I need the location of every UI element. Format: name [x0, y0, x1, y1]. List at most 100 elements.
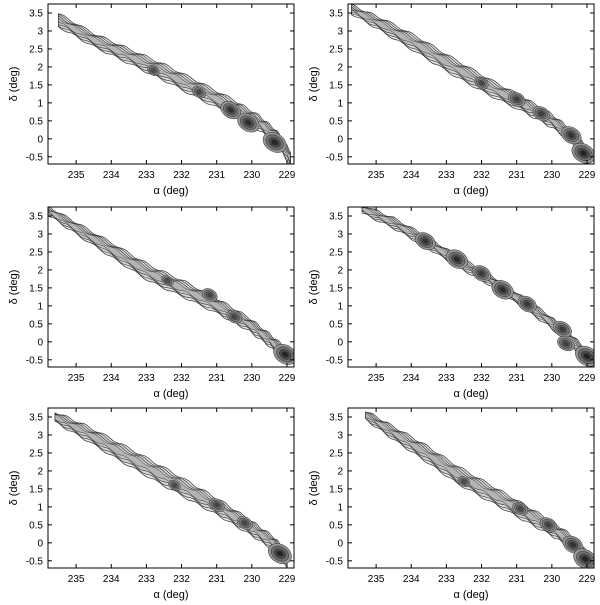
x-tick-label: 235 [368, 574, 385, 585]
x-tick-label: 235 [368, 170, 385, 181]
y-tick-label: -0.5 [326, 152, 344, 163]
density-clump [557, 336, 575, 352]
panel-1: 235 234 233 232 231 230 229 -0.5 0 0.5 1 1.5 2 2.5 3 3.… [8, 3, 296, 197]
y-tick-label: 2.5 [329, 44, 343, 55]
y-axis-label: δ (deg) [8, 67, 20, 102]
x-axis-label: α (deg) [453, 185, 488, 197]
density-clump [237, 113, 260, 133]
y-tick-label: 2 [337, 265, 343, 276]
y-tick-label: 0.5 [29, 520, 43, 531]
density-clump [575, 345, 594, 367]
density-clump [161, 275, 174, 287]
y-tick-label: 1.5 [29, 484, 43, 495]
x-tick-label: 229 [279, 574, 296, 585]
density-clump [539, 517, 557, 533]
y-tick-label: 3.5 [329, 412, 343, 423]
x-tick-label: 232 [473, 574, 490, 585]
y-tick-label: 2 [337, 62, 343, 73]
y-tick-label: 3.5 [329, 211, 343, 222]
x-tick-label: 234 [403, 170, 420, 181]
y-tick-label: 0.5 [329, 520, 343, 531]
y-tick-label: 1 [37, 502, 43, 513]
x-tick-label: 234 [403, 373, 420, 384]
density-clump [491, 280, 514, 300]
plot-frame [47, 3, 295, 165]
y-axis-label: δ (deg) [8, 270, 20, 305]
plot-frame [47, 407, 295, 569]
density-clump [573, 548, 594, 568]
plot-frame [47, 206, 295, 368]
x-tick-label: 235 [68, 373, 85, 384]
y-tick-label: 0 [37, 538, 43, 549]
x-tick-label: 230 [243, 574, 260, 585]
y-tick-label: 1.5 [329, 283, 343, 294]
density-clump [472, 265, 491, 282]
x-tick-label: 229 [579, 574, 596, 585]
y-tick-label: 1.5 [329, 80, 343, 91]
x-tick-label: 230 [543, 574, 560, 585]
y-tick-label: 3 [37, 26, 43, 37]
x-tick-label: 233 [138, 574, 155, 585]
plot-area [54, 412, 292, 568]
y-tick-label: 0 [337, 538, 343, 549]
panel-4: 235 234 233 232 231 230 229 -0.5 0 0.5 1 1.5 2 2.5 3 3.… [308, 206, 596, 400]
density-clump [226, 309, 243, 324]
y-tick-label: 0.5 [329, 116, 343, 127]
y-tick-label: 1.5 [329, 484, 343, 495]
x-tick-label: 229 [279, 373, 296, 384]
x-tick-label: 232 [473, 373, 490, 384]
y-tick-label: 1.5 [29, 80, 43, 91]
x-tick-label: 234 [403, 574, 420, 585]
y-tick-label: 3 [337, 229, 343, 240]
y-tick-label: 3.5 [29, 211, 43, 222]
y-axis-label: δ (deg) [308, 270, 320, 305]
y-axis-label: δ (deg) [8, 471, 20, 506]
density-clump [268, 543, 292, 564]
y-tick-label: 2.5 [329, 247, 343, 258]
density-clump [147, 65, 160, 76]
y-tick-label: 0 [337, 337, 343, 348]
density-clump [262, 132, 287, 153]
y-tick-label: 1 [37, 301, 43, 312]
plot-area [365, 411, 594, 568]
x-tick-label: 230 [543, 170, 560, 181]
x-tick-label: 231 [208, 373, 225, 384]
x-tick-label: 231 [508, 170, 525, 181]
y-tick-label: -0.5 [326, 556, 344, 567]
x-tick-label: 230 [243, 373, 260, 384]
y-tick-label: 1 [337, 502, 343, 513]
plot-frame [347, 206, 595, 368]
x-tick-label: 235 [68, 574, 85, 585]
x-tick-label: 231 [208, 170, 225, 181]
x-tick-label: 232 [173, 170, 190, 181]
y-tick-label: -0.5 [26, 556, 44, 567]
y-tick-label: -0.5 [26, 152, 44, 163]
y-axis-label: δ (deg) [308, 67, 320, 102]
x-tick-label: 232 [473, 170, 490, 181]
x-tick-label: 234 [103, 574, 120, 585]
y-tick-label: 2.5 [29, 44, 43, 55]
x-tick-label: 232 [173, 373, 190, 384]
density-clump [192, 85, 207, 99]
x-tick-label: 233 [138, 373, 155, 384]
y-tick-label: 0 [37, 134, 43, 145]
y-axis-label: δ (deg) [308, 471, 320, 506]
contour-level-4 [365, 412, 588, 562]
x-axis-label: α (deg) [153, 185, 188, 197]
x-tick-label: 231 [508, 574, 525, 585]
plot-frame [347, 3, 595, 165]
density-clump [508, 91, 526, 107]
y-tick-label: 2 [37, 265, 43, 276]
y-tick-label: 2.5 [29, 247, 43, 258]
x-axis-label: α (deg) [153, 388, 188, 400]
density-clump [560, 126, 582, 145]
x-tick-label: 234 [103, 170, 120, 181]
x-tick-label: 235 [68, 170, 85, 181]
x-axis-label: α (deg) [453, 589, 488, 601]
plot-area [58, 13, 291, 164]
x-tick-label: 229 [579, 170, 596, 181]
density-clump [237, 516, 253, 530]
y-tick-label: 1 [37, 98, 43, 109]
x-tick-label: 233 [438, 373, 455, 384]
panel-3: 235 234 233 232 231 230 229 -0.5 0 0.5 1 1.5 2 2.5 3 3.… [8, 206, 296, 400]
